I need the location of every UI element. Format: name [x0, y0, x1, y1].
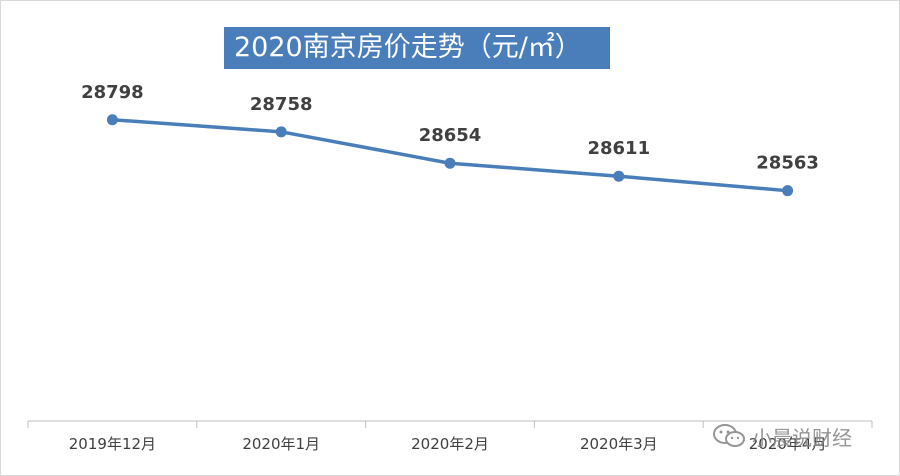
chart-title: 2020南京房价走势（元/㎡）	[224, 27, 610, 69]
data-labels: 28798 28758 28654 28611 28563	[81, 82, 819, 174]
data-point	[106, 114, 118, 126]
data-label: 28654	[419, 125, 482, 146]
x-axis-ticks	[27, 421, 873, 428]
data-point	[444, 157, 456, 169]
data-label: 28798	[81, 82, 144, 103]
data-label: 28758	[250, 94, 313, 115]
data-point	[275, 126, 287, 138]
x-tick-label: 2020年4月	[749, 435, 827, 453]
x-tick-label: 2019年12月	[69, 435, 156, 453]
x-tick-label: 2020年2月	[411, 435, 489, 453]
data-point	[613, 170, 625, 182]
x-tick-label: 2020年3月	[580, 435, 658, 453]
data-label: 28563	[756, 153, 819, 174]
data-point	[782, 185, 794, 197]
x-axis-tick-labels: 2019年12月 2020年1月 2020年2月 2020年3月 2020年4月	[69, 435, 827, 453]
data-label: 28611	[587, 138, 650, 159]
watermark-text: 小晨说财经	[752, 425, 852, 450]
x-tick-label: 2020年1月	[242, 435, 320, 453]
data-points	[106, 114, 794, 197]
wechat-icon	[712, 422, 746, 450]
watermark: 小晨说财经	[712, 420, 852, 452]
